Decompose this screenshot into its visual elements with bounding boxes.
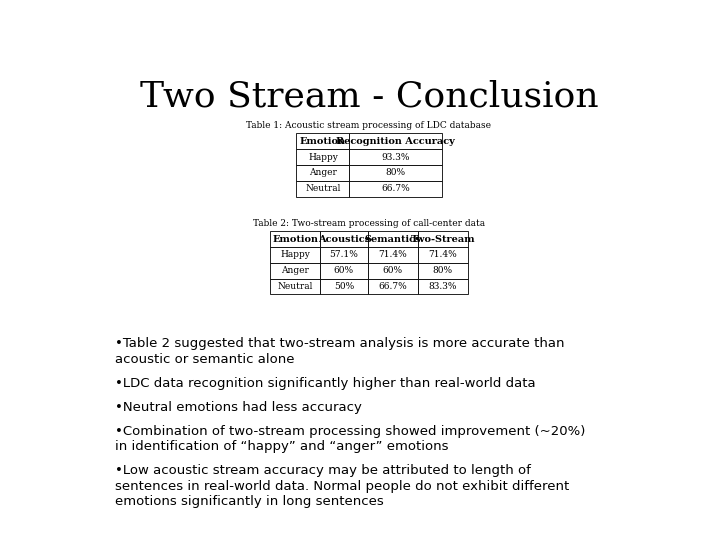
Bar [368,279,418,294]
Bar [418,263,468,279]
Bar [368,263,418,279]
Text: Acoustics: Acoustics [318,234,370,244]
Bar [349,133,441,149]
Text: Emotion: Emotion [300,137,346,146]
Text: Recognition Accuracy: Recognition Accuracy [336,137,455,146]
Text: 80%: 80% [385,168,405,178]
Text: 60%: 60% [382,266,402,275]
Text: Emotion: Emotion [272,234,318,244]
Bar [320,247,368,263]
Text: •Neutral emotions had less accuracy: •Neutral emotions had less accuracy [115,401,362,414]
Text: •LDC data recognition significantly higher than real-world data: •LDC data recognition significantly high… [115,377,536,390]
Text: Two Stream - Conclusion: Two Stream - Conclusion [140,79,598,113]
Bar [297,149,349,165]
Bar [320,231,368,247]
Bar [349,149,441,165]
Text: Anger: Anger [309,168,337,178]
Bar [349,165,441,181]
Bar [297,133,349,149]
Text: 66.7%: 66.7% [381,184,410,193]
Text: 71.4%: 71.4% [428,251,457,259]
Text: Table 1: Acoustic stream processing of LDC database: Table 1: Acoustic stream processing of L… [246,121,492,130]
Text: 57.1%: 57.1% [330,251,359,259]
Bar [270,231,320,247]
Text: Happy: Happy [308,153,338,161]
Bar [418,231,468,247]
Text: Neutral: Neutral [305,184,341,193]
Text: •Table 2 suggested that two-stream analysis is more accurate than
acoustic or se: •Table 2 suggested that two-stream analy… [115,337,564,366]
Text: Semantics: Semantics [364,234,421,244]
Text: Anger: Anger [281,266,309,275]
Text: 50%: 50% [334,282,354,291]
Text: 71.4%: 71.4% [378,251,407,259]
Bar [368,247,418,263]
Bar [320,279,368,294]
Text: Two-Stream: Two-Stream [410,234,475,244]
Text: 60%: 60% [334,266,354,275]
Bar [320,263,368,279]
Bar [368,231,418,247]
Bar [297,181,349,197]
Bar [270,247,320,263]
Bar [349,181,441,197]
Text: 80%: 80% [433,266,453,275]
Text: Table 2: Two-stream processing of call-center data: Table 2: Two-stream processing of call-c… [253,219,485,228]
Bar [270,279,320,294]
Text: Neutral: Neutral [277,282,312,291]
Bar [297,165,349,181]
Text: Happy: Happy [280,251,310,259]
Bar [270,263,320,279]
Text: •Low acoustic stream accuracy may be attributed to length of
sentences in real-w: •Low acoustic stream accuracy may be att… [115,464,570,508]
Text: 83.3%: 83.3% [428,282,457,291]
Bar [418,279,468,294]
Bar [418,247,468,263]
Text: 93.3%: 93.3% [382,153,410,161]
Text: •Combination of two-stream processing showed improvement (~20%)
in identificatio: •Combination of two-stream processing sh… [115,425,585,454]
Text: 66.7%: 66.7% [378,282,407,291]
